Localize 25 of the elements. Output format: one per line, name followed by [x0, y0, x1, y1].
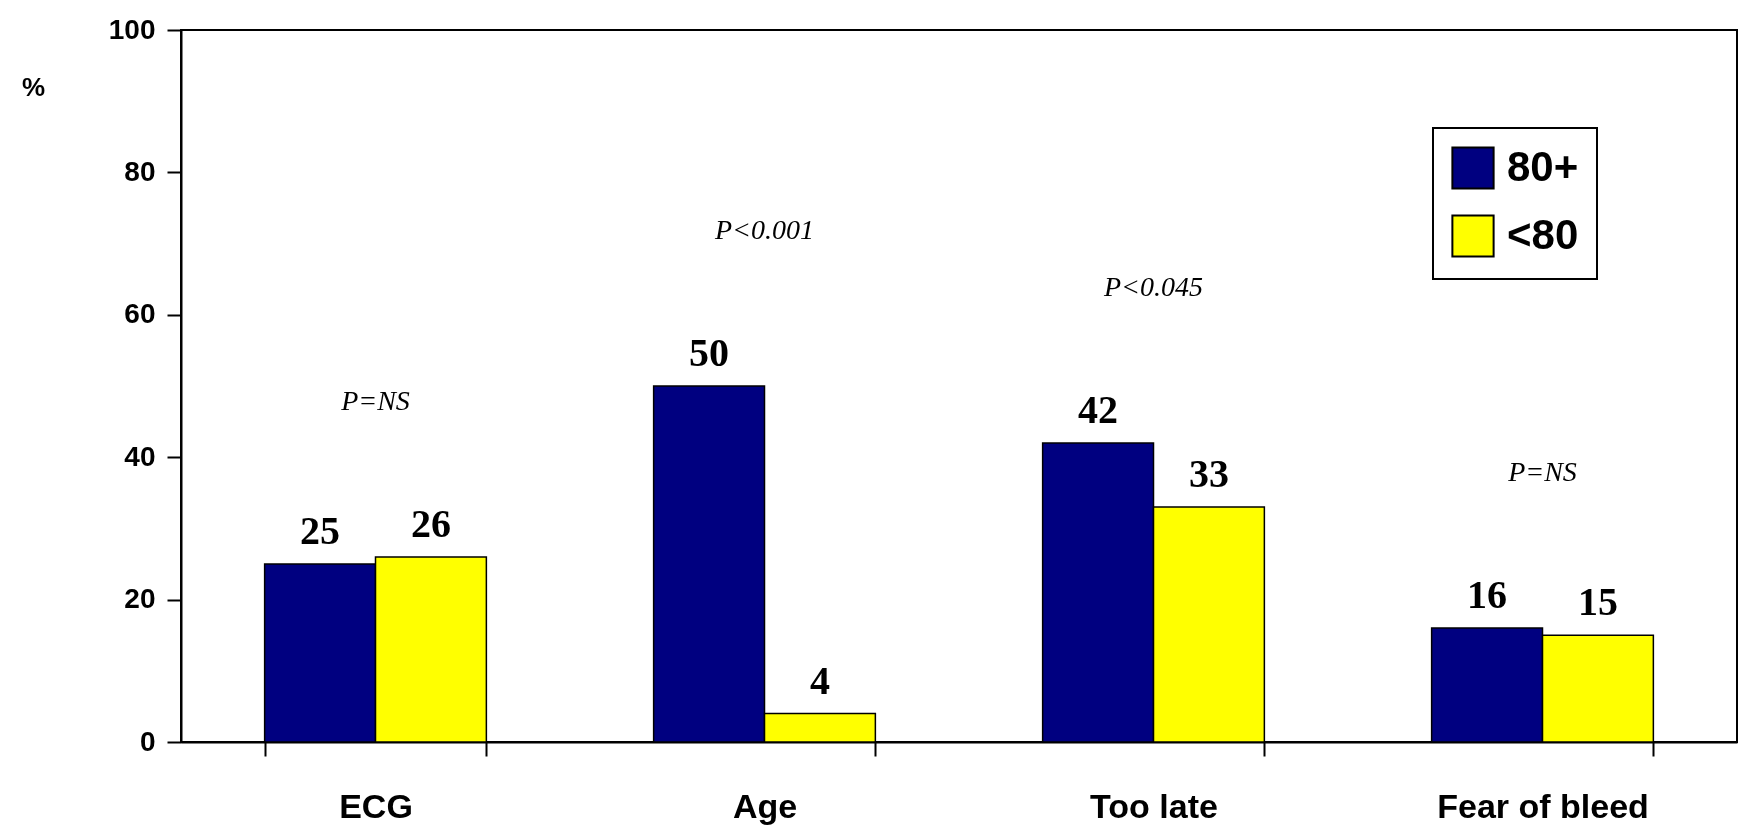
data-label: 26 [410, 500, 451, 546]
data-label: 33 [1188, 451, 1229, 497]
y-tick-label: 0 [139, 725, 156, 757]
legend-label: 80+ [1507, 143, 1579, 190]
y-tick-label: 60 [124, 298, 156, 330]
x-tick-label: Fear of bleed [1437, 786, 1649, 825]
annotation: P=NS [340, 384, 410, 416]
y-axis-title: % [21, 71, 46, 102]
x-tick-label: ECG [339, 786, 413, 825]
annotation: P=NS [1507, 456, 1577, 488]
y-tick-label: 40 [124, 440, 156, 472]
legend-label: <80 [1507, 211, 1579, 258]
data-label: 50 [689, 330, 730, 375]
y-tick-label: 20 [124, 583, 156, 615]
data-label: 25 [300, 508, 341, 553]
annotation: P<0.045 [1103, 270, 1203, 302]
data-label: 4 [809, 657, 830, 703]
data-label: 16 [1467, 572, 1508, 618]
data-label: 42 [1078, 386, 1119, 432]
data-label: 15 [1577, 579, 1618, 625]
annotation: P<0.001 [714, 214, 814, 245]
x-tick-label: Too late [1090, 786, 1218, 825]
y-tick-label: 80 [124, 155, 156, 187]
x-tick-label: Age [732, 786, 798, 825]
y-tick-label: 100 [108, 13, 156, 45]
